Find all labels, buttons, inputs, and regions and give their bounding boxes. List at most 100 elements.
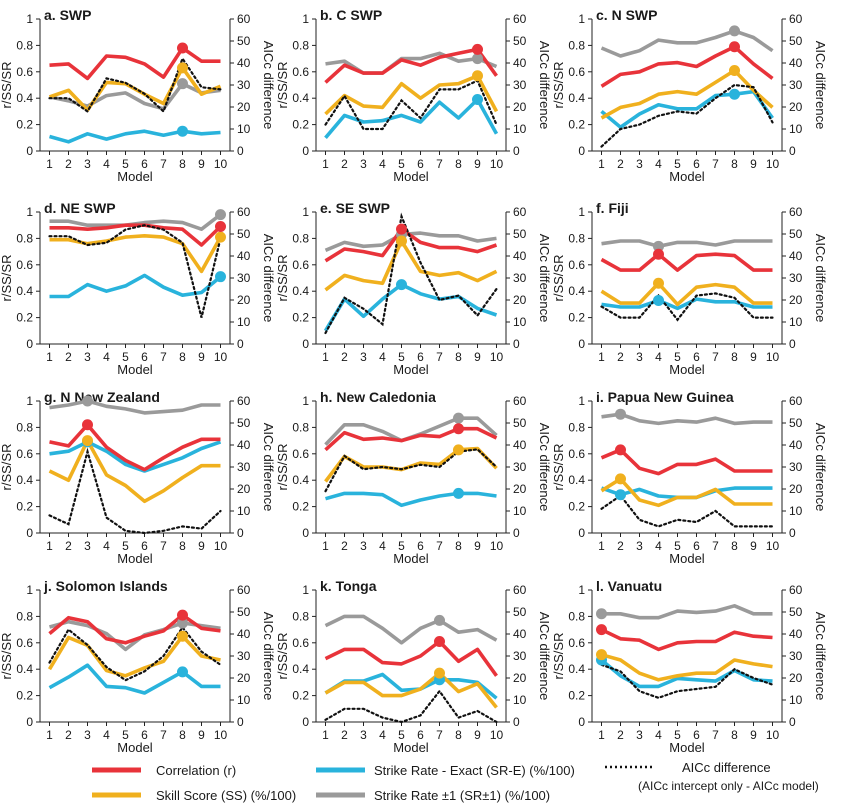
- right-tick-label: 50: [513, 34, 527, 48]
- left-tick-label: 0: [302, 337, 309, 351]
- left-tick-label: 0.6: [292, 447, 309, 461]
- best-model-marker-skill-score: [472, 70, 483, 82]
- left-tick-label: 0.4: [292, 473, 309, 487]
- right-tick-label: 40: [237, 56, 251, 70]
- best-model-marker-strike-pm1: [653, 240, 664, 252]
- x-tick-label: 10: [490, 539, 504, 553]
- x-tick-label: 3: [360, 350, 367, 364]
- legend-label-aicc-note: (AICc intercept only - AICc model): [638, 779, 819, 793]
- y2-axis-label: AICc difference: [261, 41, 276, 130]
- y-axis-label: r/SS/SR: [0, 633, 14, 680]
- series-line-skill-score: [324, 239, 498, 292]
- right-tick-label: 10: [513, 122, 527, 136]
- x-tick-label: 3: [84, 350, 91, 364]
- right-tick-label: 50: [789, 416, 803, 430]
- series-line-strike-pm1: [601, 412, 773, 426]
- right-tick-label: 60: [513, 12, 527, 26]
- x-tick-label: 8: [455, 539, 462, 553]
- x-tick-label: 5: [122, 728, 129, 742]
- y2-axis-label: AICc difference: [813, 612, 828, 701]
- right-tick-label: 50: [789, 34, 803, 48]
- x-tick-label: 4: [379, 350, 386, 364]
- series-line-skill-score: [600, 281, 773, 307]
- x-tick-label: 2: [65, 350, 72, 364]
- best-model-marker-strike-exact: [653, 294, 664, 306]
- left-tick-label: 0.2: [16, 500, 33, 514]
- y2-axis-label: AICc difference: [813, 41, 828, 130]
- left-tick-label: 0.8: [16, 420, 33, 434]
- series-line-strike-exact: [324, 97, 499, 139]
- x-tick-label: 5: [398, 539, 405, 553]
- x-tick-label: 9: [474, 539, 481, 553]
- right-tick-label: 20: [789, 482, 803, 496]
- x-tick-label: 5: [122, 350, 129, 364]
- x-tick-label: 1: [46, 728, 53, 742]
- series-line-strike-exact: [49, 440, 222, 473]
- best-model-marker-correlation: [653, 248, 664, 260]
- x-tick-label: 6: [417, 539, 424, 553]
- x-tick-label: 4: [655, 350, 662, 364]
- best-model-marker-skill-score: [729, 64, 740, 76]
- x-tick-label: 6: [141, 728, 148, 742]
- best-model-marker-strike-exact: [215, 271, 226, 283]
- best-model-marker-strike-exact: [177, 125, 188, 137]
- x-tick-label: 9: [474, 350, 481, 364]
- right-tick-label: 0: [789, 526, 796, 540]
- left-tick-label: 0.6: [16, 447, 33, 461]
- best-model-marker-strike-pm1: [472, 53, 483, 65]
- right-tick-label: 40: [513, 627, 527, 641]
- series-line-skill-score: [601, 652, 773, 682]
- best-model-marker-strike-exact: [177, 666, 188, 678]
- x-tick-label: 1: [598, 350, 605, 364]
- left-tick-label: 0.6: [16, 258, 33, 272]
- left-tick-label: 0.4: [568, 662, 585, 676]
- x-tick-label: 6: [141, 350, 148, 364]
- series-line-aicc: [600, 292, 774, 322]
- right-tick-label: 10: [789, 122, 803, 136]
- x-tick-label: 1: [322, 157, 329, 171]
- x-tick-label: 1: [598, 728, 605, 742]
- series-line-correlation: [49, 223, 222, 247]
- left-tick-label: 0.2: [292, 500, 309, 514]
- best-model-marker-correlation: [615, 444, 626, 456]
- x-tick-label: 5: [398, 728, 405, 742]
- panel-title: a. SWP: [44, 7, 91, 23]
- y-axis-label: r/SS/SR: [0, 62, 14, 109]
- y-axis-label: r/SS/SR: [551, 633, 566, 680]
- right-tick-label: 50: [789, 605, 803, 619]
- x-tick-label: 9: [750, 728, 757, 742]
- x-tick-label: 2: [341, 539, 348, 553]
- x-tick-label: 4: [103, 157, 110, 171]
- x-tick-label: 5: [674, 728, 681, 742]
- right-tick-label: 60: [789, 12, 803, 26]
- best-model-marker-correlation: [434, 635, 445, 647]
- best-model-marker-strike-pm1: [215, 209, 226, 221]
- best-model-marker-strike-exact: [615, 489, 626, 501]
- legend: Correlation (r) Skill Score (SS) (%/100)…: [92, 760, 819, 803]
- series-line-aicc: [48, 625, 222, 682]
- left-tick-label: 0.4: [292, 662, 309, 676]
- x-tick-label: 4: [655, 157, 662, 171]
- right-tick-label: 40: [789, 438, 803, 452]
- left-tick-label: 1: [578, 205, 585, 219]
- y-axis-label: r/SS/SR: [0, 255, 14, 302]
- right-tick-label: 10: [237, 122, 251, 136]
- series-line-skill-score: [600, 477, 773, 508]
- right-tick-label: 50: [237, 34, 251, 48]
- left-tick-label: 0: [578, 526, 585, 540]
- left-tick-label: 0.8: [292, 420, 309, 434]
- x-tick-label: 2: [65, 157, 72, 171]
- x-tick-label: 3: [360, 157, 367, 171]
- legend-label-skill-score: Skill Score (SS) (%/100): [156, 788, 296, 803]
- x-tick-label: 1: [598, 539, 605, 553]
- best-model-marker-skill-score: [653, 277, 664, 289]
- left-tick-label: 0.2: [568, 500, 585, 514]
- x-axis-label: Model: [669, 362, 705, 377]
- x-axis-label: Model: [117, 551, 153, 566]
